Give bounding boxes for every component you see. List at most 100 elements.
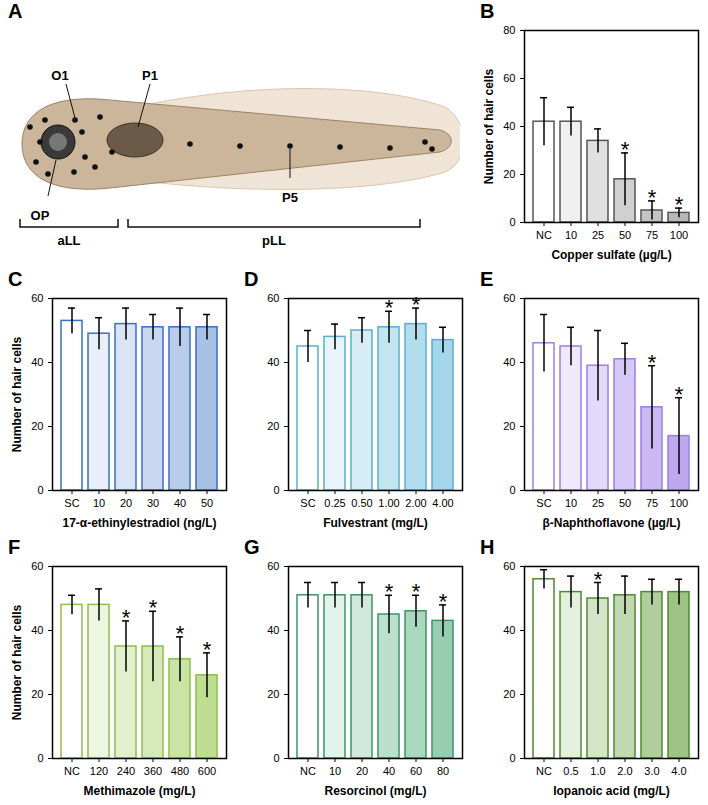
svg-text:*: * bbox=[675, 382, 684, 407]
svg-text:*: * bbox=[149, 595, 158, 620]
svg-text:10: 10 bbox=[93, 497, 105, 509]
svg-text:P1: P1 bbox=[142, 68, 158, 83]
svg-text:*: * bbox=[439, 589, 448, 614]
svg-text:40: 40 bbox=[267, 356, 279, 368]
svg-text:*: * bbox=[648, 185, 657, 210]
svg-text:25: 25 bbox=[592, 497, 604, 509]
svg-text:60: 60 bbox=[503, 292, 515, 304]
svg-text:*: * bbox=[621, 137, 630, 162]
svg-text:OP: OP bbox=[31, 208, 50, 223]
svg-text:*: * bbox=[203, 637, 212, 662]
svg-text:40: 40 bbox=[503, 624, 515, 636]
svg-text:NC: NC bbox=[64, 765, 80, 777]
svg-text:Methimazole (mg/L): Methimazole (mg/L) bbox=[83, 784, 195, 798]
svg-text:60: 60 bbox=[267, 560, 279, 572]
svg-text:60: 60 bbox=[410, 765, 422, 777]
svg-text:0: 0 bbox=[37, 484, 43, 496]
svg-text:Number of hair cells: Number of hair cells bbox=[10, 336, 24, 452]
svg-text:*: * bbox=[594, 567, 603, 592]
svg-text:Resorcinol (mg/L): Resorcinol (mg/L) bbox=[324, 784, 426, 798]
svg-text:40: 40 bbox=[503, 120, 515, 132]
svg-text:4.00: 4.00 bbox=[432, 497, 453, 509]
svg-text:40: 40 bbox=[267, 624, 279, 636]
svg-text:20: 20 bbox=[267, 688, 279, 700]
svg-text:80: 80 bbox=[503, 24, 515, 36]
svg-text:3.0: 3.0 bbox=[644, 765, 659, 777]
svg-text:20: 20 bbox=[31, 688, 43, 700]
svg-text:20: 20 bbox=[503, 168, 515, 180]
svg-text:0.50: 0.50 bbox=[351, 497, 372, 509]
svg-text:SC: SC bbox=[536, 497, 551, 509]
svg-text:*: * bbox=[122, 605, 131, 630]
svg-text:β-Naphthoflavone (µg/L): β-Naphthoflavone (µg/L) bbox=[542, 516, 680, 530]
svg-text:20: 20 bbox=[31, 420, 43, 432]
svg-text:1.00: 1.00 bbox=[378, 497, 399, 509]
svg-text:240: 240 bbox=[117, 765, 135, 777]
svg-text:20: 20 bbox=[503, 420, 515, 432]
svg-text:2.0: 2.0 bbox=[617, 765, 632, 777]
svg-text:2.00: 2.00 bbox=[405, 497, 426, 509]
svg-text:Iopanoic acid (mg/L): Iopanoic acid (mg/L) bbox=[553, 784, 670, 798]
svg-text:60: 60 bbox=[31, 292, 43, 304]
svg-text:40: 40 bbox=[174, 497, 186, 509]
svg-text:60: 60 bbox=[31, 560, 43, 572]
svg-text:10: 10 bbox=[565, 497, 577, 509]
svg-text:10: 10 bbox=[565, 229, 577, 241]
svg-text:75: 75 bbox=[646, 497, 658, 509]
svg-text:50: 50 bbox=[619, 229, 631, 241]
svg-text:*: * bbox=[176, 621, 185, 646]
svg-text:30: 30 bbox=[147, 497, 159, 509]
svg-text:40: 40 bbox=[503, 356, 515, 368]
svg-text:75: 75 bbox=[646, 229, 658, 241]
svg-text:50: 50 bbox=[619, 497, 631, 509]
svg-text:Copper sulfate (µg/L): Copper sulfate (µg/L) bbox=[551, 248, 671, 262]
svg-text:10: 10 bbox=[329, 765, 341, 777]
svg-text:aLL: aLL bbox=[57, 233, 80, 248]
svg-text:120: 120 bbox=[90, 765, 108, 777]
svg-text:60: 60 bbox=[503, 560, 515, 572]
svg-text:40: 40 bbox=[383, 765, 395, 777]
svg-text:4.0: 4.0 bbox=[671, 765, 686, 777]
svg-text:0: 0 bbox=[273, 752, 279, 764]
svg-text:Fulvestrant (mg/L): Fulvestrant (mg/L) bbox=[323, 516, 428, 530]
svg-text:20: 20 bbox=[120, 497, 132, 509]
svg-text:25: 25 bbox=[592, 229, 604, 241]
svg-text:60: 60 bbox=[503, 72, 515, 84]
svg-text:20: 20 bbox=[356, 765, 368, 777]
svg-text:Number of hair cells: Number of hair cells bbox=[482, 68, 496, 184]
svg-text:0.5: 0.5 bbox=[563, 765, 578, 777]
svg-text:*: * bbox=[675, 192, 684, 217]
svg-text:*: * bbox=[412, 579, 421, 604]
svg-text:60: 60 bbox=[267, 292, 279, 304]
svg-text:0: 0 bbox=[37, 752, 43, 764]
svg-text:NC: NC bbox=[536, 765, 552, 777]
svg-text:480: 480 bbox=[171, 765, 189, 777]
svg-text:20: 20 bbox=[503, 688, 515, 700]
svg-text:80: 80 bbox=[437, 765, 449, 777]
svg-text:0: 0 bbox=[509, 752, 515, 764]
svg-text:600: 600 bbox=[198, 765, 216, 777]
svg-text:20: 20 bbox=[267, 420, 279, 432]
svg-text:NC: NC bbox=[536, 229, 552, 241]
svg-text:17-α-ethinylestradiol (ng/L): 17-α-ethinylestradiol (ng/L) bbox=[62, 516, 216, 530]
svg-text:1.0: 1.0 bbox=[590, 765, 605, 777]
svg-text:SC: SC bbox=[64, 497, 79, 509]
svg-text:P5: P5 bbox=[282, 190, 298, 205]
svg-text:40: 40 bbox=[31, 624, 43, 636]
svg-text:*: * bbox=[412, 292, 421, 317]
svg-text:50: 50 bbox=[201, 497, 213, 509]
svg-text:0: 0 bbox=[509, 216, 515, 228]
svg-text:*: * bbox=[385, 579, 394, 604]
svg-text:40: 40 bbox=[31, 356, 43, 368]
svg-text:360: 360 bbox=[144, 765, 162, 777]
svg-text:pLL: pLL bbox=[262, 233, 286, 248]
svg-text:0: 0 bbox=[509, 484, 515, 496]
svg-text:Number of hair cells: Number of hair cells bbox=[10, 604, 24, 720]
svg-text:100: 100 bbox=[670, 497, 688, 509]
svg-text:0: 0 bbox=[273, 484, 279, 496]
svg-text:O1: O1 bbox=[51, 68, 68, 83]
svg-text:SC: SC bbox=[300, 497, 315, 509]
svg-text:NC: NC bbox=[300, 765, 316, 777]
svg-text:0.25: 0.25 bbox=[324, 497, 345, 509]
svg-text:*: * bbox=[648, 350, 657, 375]
